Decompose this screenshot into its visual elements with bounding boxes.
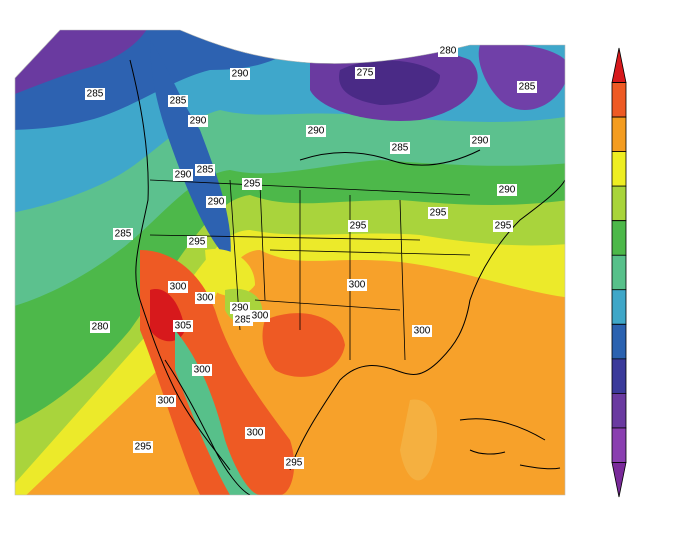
contour-label-box — [168, 95, 188, 107]
contour-region — [262, 313, 345, 377]
contour-label: 285 — [519, 82, 536, 93]
contour-label-box — [206, 196, 226, 208]
contour-label-box — [284, 457, 304, 469]
contour-label: 295 — [430, 208, 447, 219]
contour-label: 300 — [197, 293, 214, 304]
colorbar-segment — [611, 185, 627, 222]
colorbar-segment — [611, 289, 627, 325]
contour-label: 295 — [350, 221, 367, 232]
contour-label-box — [306, 125, 326, 137]
colorbar-segment — [611, 358, 627, 394]
contour-region — [205, 249, 255, 297]
colorbar-segment — [611, 392, 627, 429]
contour-label-box — [195, 292, 215, 304]
contour-label-box — [412, 325, 432, 337]
coastline — [164, 359, 251, 495]
coastline — [299, 149, 481, 166]
colorbar-segment — [611, 462, 627, 498]
contour-label: 295 — [189, 237, 206, 248]
contour-label: 285 — [115, 229, 132, 240]
contour-label: 290 — [175, 170, 192, 181]
contour-label-box — [230, 68, 250, 80]
contour-label: 290 — [308, 126, 325, 137]
contour-label: 280 — [92, 322, 109, 333]
contour-label: 290 — [190, 116, 207, 127]
contour-label-box — [245, 427, 265, 439]
contour-label-box — [90, 321, 110, 333]
contour-label: 290 — [499, 185, 516, 196]
contour-label-box — [85, 88, 105, 100]
boundary-lines — [149, 179, 471, 361]
contour-label: 300 — [194, 365, 211, 376]
contour-label: 285 — [87, 89, 104, 100]
colorbar-segment — [611, 151, 627, 187]
colorbar-segment — [611, 220, 627, 256]
contour-label-box — [192, 364, 212, 376]
contour-label: 300 — [414, 326, 431, 337]
contour-label-box — [497, 184, 517, 196]
contour-label-box — [355, 67, 375, 79]
contour-label-box — [242, 178, 262, 190]
contour-label: 290 — [472, 136, 489, 147]
contour-label-box — [173, 320, 193, 332]
contour-label-box — [438, 45, 458, 57]
coastlines — [129, 59, 565, 495]
contour-label-box — [428, 207, 448, 219]
contour-label: 300 — [170, 282, 187, 293]
contour-label-box — [113, 228, 133, 240]
contour-region — [15, 30, 160, 100]
colorbar-segment — [611, 427, 627, 463]
contour-label-box — [493, 220, 513, 232]
colorbar-segment — [611, 323, 627, 360]
contour-label: 285 — [235, 315, 252, 326]
contour-region — [478, 43, 565, 110]
contour-label-box — [348, 220, 368, 232]
contour-label: 305 — [175, 321, 192, 332]
coastline — [289, 179, 565, 471]
contour-label: 290 — [208, 197, 225, 208]
contour-label: 300 — [252, 311, 269, 322]
contour-label: 300 — [158, 396, 175, 407]
contour-label: 285 — [392, 143, 409, 154]
contour-label-box — [230, 302, 250, 314]
coastline — [129, 59, 231, 471]
contour-region — [400, 399, 438, 481]
contour-label: 275 — [357, 68, 374, 79]
contour-label-box — [347, 279, 367, 291]
contour-label-box — [250, 310, 270, 322]
colorbar — [611, 47, 627, 498]
contour-label-box — [233, 314, 253, 326]
contour-label: 300 — [247, 428, 264, 439]
coastline — [459, 418, 561, 470]
contour-label-box — [187, 236, 207, 248]
contour-label-box — [517, 81, 537, 93]
contour-label-box — [390, 142, 410, 154]
contour-label: 290 — [232, 69, 249, 80]
contour-label: 295 — [286, 458, 303, 469]
contour-label: 295 — [244, 179, 261, 190]
colorbar-segment — [611, 47, 627, 83]
colorbar-segment — [611, 82, 627, 118]
contour-label: 295 — [495, 221, 512, 232]
contour-label: 295 — [135, 442, 152, 453]
colorbar-segment — [611, 254, 627, 291]
contour-label-box — [195, 164, 215, 176]
contour-label-box — [173, 169, 193, 181]
map-border — [14, 29, 566, 496]
contour-label: 300 — [349, 280, 366, 291]
contour-label: 290 — [232, 303, 249, 314]
contour-label-box — [168, 281, 188, 293]
contour-label-box — [188, 115, 208, 127]
contour-label: 285 — [197, 165, 214, 176]
contour-label: 285 — [170, 96, 187, 107]
contour-label-box — [470, 135, 490, 147]
contour-label-box — [156, 395, 176, 407]
contour-label-box — [133, 441, 153, 453]
contour-label: 280 — [440, 46, 457, 57]
colorbar-segment — [611, 116, 627, 153]
